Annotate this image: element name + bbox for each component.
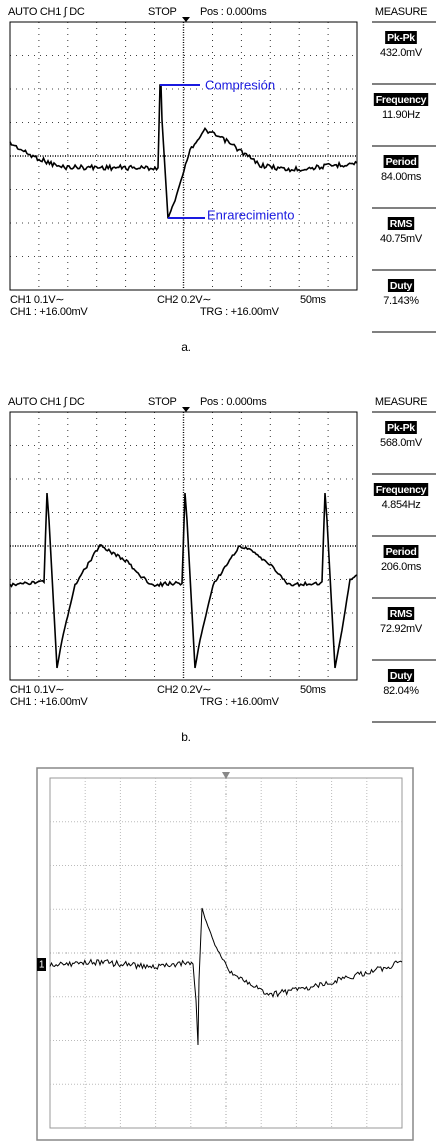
measure-value: 206.0ms [381, 561, 422, 573]
caption: a. [181, 340, 190, 354]
measure-value: 72.92mV [380, 623, 423, 635]
measure-label: Frequency [376, 484, 427, 496]
header-position: Pos : 0.000ms [200, 396, 267, 408]
measure-value: 4.854Hz [382, 499, 421, 511]
measure-value: 82.04% [383, 685, 419, 697]
ch1-scale: CH1 0.1V∼ [10, 294, 64, 306]
measure-label: Duty [390, 280, 413, 292]
ch2-scale: CH2 0.2V∼ [157, 684, 211, 696]
caption: b. [181, 730, 190, 744]
measure-value: 40.75mV [380, 233, 423, 245]
measure-value: 568.0mV [380, 437, 423, 449]
header-mode: AUTO CH1 ∫ DC [8, 6, 85, 18]
annotation: Enrarecimiento [207, 207, 294, 222]
annotation: Compresión [205, 77, 275, 92]
measure-label: RMS [390, 608, 413, 620]
timebase: 50ms [300, 294, 326, 306]
measure-label: Duty [390, 670, 413, 682]
measure-label: Period [386, 156, 417, 168]
channel-marker: 1 [39, 960, 45, 971]
trigger-marker [182, 17, 190, 22]
trigger-level: TRG : +16.00mV [200, 696, 280, 708]
trigger-marker [182, 407, 190, 412]
measure-value: 432.0mV [380, 47, 423, 59]
scope-panel: AUTO CH1 ∫ DC STOP Pos : 0.000ms Compresión… [8, 6, 436, 354]
page: {"panels": [ {"header": {"mode": "AUTO C… [0, 0, 441, 1144]
scope-panel-c: 1 [37, 768, 413, 1140]
timebase: 50ms [300, 684, 326, 696]
header-state: STOP [148, 396, 177, 408]
header-position: Pos : 0.000ms [200, 6, 267, 18]
ch1-offset: CH1 : +16.00mV [10, 696, 88, 708]
measure-title: MEASURE [375, 396, 427, 408]
figure: AUTO CH1 ∫ DC STOP Pos : 0.000ms Compresión… [0, 0, 441, 1144]
measure-value: 11.90Hz [382, 109, 420, 121]
ch1-offset: CH1 : +16.00mV [10, 306, 88, 318]
measure-label: Pk-Pk [387, 422, 415, 434]
trigger-level: TRG : +16.00mV [200, 306, 280, 318]
header-mode: AUTO CH1 ∫ DC [8, 396, 85, 408]
measure-label: Pk-Pk [387, 32, 415, 44]
header-state: STOP [148, 6, 177, 18]
measure-label: Period [386, 546, 417, 558]
ch1-scale: CH1 0.1V∼ [10, 684, 64, 696]
measure-title: MEASURE [375, 6, 427, 18]
measure-value: 84.00ms [381, 171, 422, 183]
measure-label: Frequency [376, 94, 427, 106]
measure-label: RMS [390, 218, 413, 230]
ch2-scale: CH2 0.2V∼ [157, 294, 211, 306]
measure-value: 7.143% [383, 295, 419, 307]
